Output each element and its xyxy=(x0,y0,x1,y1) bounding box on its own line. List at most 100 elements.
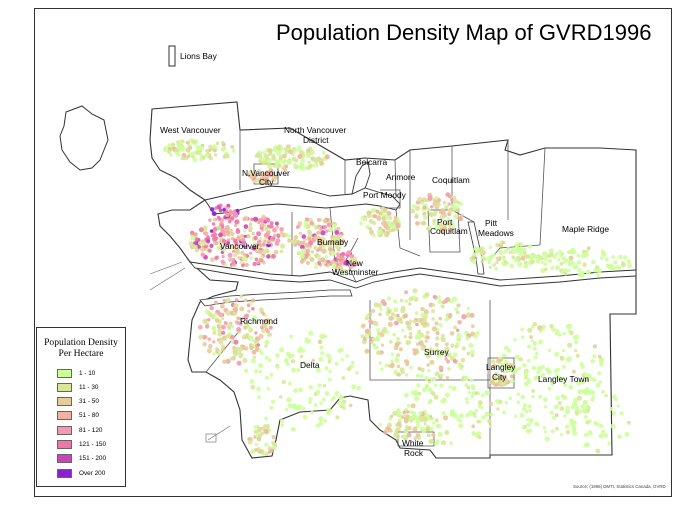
density-dot xyxy=(252,179,257,184)
density-dot xyxy=(259,307,264,313)
density-dot xyxy=(349,257,354,262)
density-dot xyxy=(517,242,521,246)
density-dot xyxy=(439,383,444,388)
density-dot xyxy=(269,221,274,226)
density-dot xyxy=(422,205,427,210)
density-dot xyxy=(174,147,179,152)
density-dot xyxy=(445,313,449,317)
density-dot xyxy=(543,262,547,266)
label-north-vancouver-district-1: North Vancouver xyxy=(284,125,346,135)
density-dot xyxy=(530,325,535,329)
label-port-coquitlam-2: Coquitlam xyxy=(430,226,468,236)
density-dot xyxy=(399,298,404,303)
legend-swatch xyxy=(57,397,72,407)
density-dot xyxy=(524,253,529,259)
density-dot xyxy=(314,163,319,168)
density-dot xyxy=(304,166,309,171)
density-dot xyxy=(334,390,340,396)
density-dot xyxy=(316,230,320,235)
density-dot xyxy=(562,260,567,264)
density-dot xyxy=(206,348,212,354)
density-dot xyxy=(376,216,382,221)
density-dot xyxy=(339,234,343,238)
density-dot xyxy=(264,355,269,360)
density-dot xyxy=(524,376,528,380)
density-dot xyxy=(279,231,284,235)
density-dot xyxy=(535,375,540,379)
density-dot xyxy=(471,255,476,260)
density-dot xyxy=(226,333,231,339)
density-dot xyxy=(378,361,383,365)
density-dot xyxy=(412,288,418,294)
density-dot xyxy=(296,368,301,372)
density-dot xyxy=(299,150,304,155)
density-dot xyxy=(424,322,428,326)
density-dot xyxy=(260,157,265,162)
density-dot xyxy=(257,348,262,353)
density-dot xyxy=(303,223,309,228)
density-dot xyxy=(256,152,261,157)
density-dot xyxy=(501,240,506,245)
density-dot xyxy=(343,260,349,266)
density-dot xyxy=(302,414,308,420)
density-dot xyxy=(333,234,338,240)
density-dot xyxy=(565,323,572,330)
label-n-vancouver-city-2: City xyxy=(259,177,274,187)
label-langley-town: Langley Town xyxy=(538,374,589,384)
density-dot xyxy=(209,305,214,311)
density-dot xyxy=(284,233,289,237)
density-dot xyxy=(409,419,413,423)
density-dot xyxy=(620,262,626,268)
density-dot xyxy=(283,167,288,172)
legend-title-line1: Population Density xyxy=(44,337,118,348)
density-dot xyxy=(470,324,475,329)
density-dot xyxy=(589,377,594,382)
density-dot xyxy=(444,430,450,435)
density-dot xyxy=(319,401,323,405)
density-dot xyxy=(608,263,614,269)
density-dot xyxy=(296,148,301,152)
density-dot xyxy=(212,144,217,149)
density-dot xyxy=(611,411,616,416)
density-dot xyxy=(264,226,269,231)
density-dot xyxy=(267,148,273,154)
density-dot xyxy=(595,268,600,273)
density-dot xyxy=(488,424,493,428)
density-dot xyxy=(328,227,333,232)
density-dot xyxy=(198,334,204,340)
density-dot xyxy=(269,372,274,377)
density-dot xyxy=(205,148,210,153)
density-dot xyxy=(424,375,429,381)
density-dot xyxy=(421,387,427,392)
density-dot xyxy=(447,222,453,228)
density-dot xyxy=(413,348,419,354)
density-dot xyxy=(287,238,292,243)
density-dot xyxy=(465,336,470,341)
density-dot xyxy=(532,346,537,351)
density-dot xyxy=(211,325,216,331)
density-dot xyxy=(261,323,267,328)
density-dot xyxy=(279,347,285,353)
density-dot xyxy=(337,400,342,405)
density-dot xyxy=(258,369,263,374)
density-dot xyxy=(251,307,255,311)
density-dot xyxy=(393,430,399,436)
density-dot xyxy=(167,146,172,151)
density-dot xyxy=(393,369,398,375)
density-dot xyxy=(259,223,265,228)
density-dot xyxy=(567,259,573,265)
density-dot xyxy=(262,151,266,155)
density-dot xyxy=(264,248,270,254)
density-dot xyxy=(516,400,521,405)
density-dot xyxy=(466,351,471,356)
density-dot xyxy=(315,367,321,373)
density-dot xyxy=(271,154,276,159)
density-dot xyxy=(283,358,289,363)
density-dot xyxy=(338,265,343,271)
density-dot xyxy=(504,378,509,382)
density-dot xyxy=(403,416,407,420)
density-dot xyxy=(380,367,384,371)
density-dot xyxy=(223,227,229,233)
density-dot xyxy=(206,239,211,244)
